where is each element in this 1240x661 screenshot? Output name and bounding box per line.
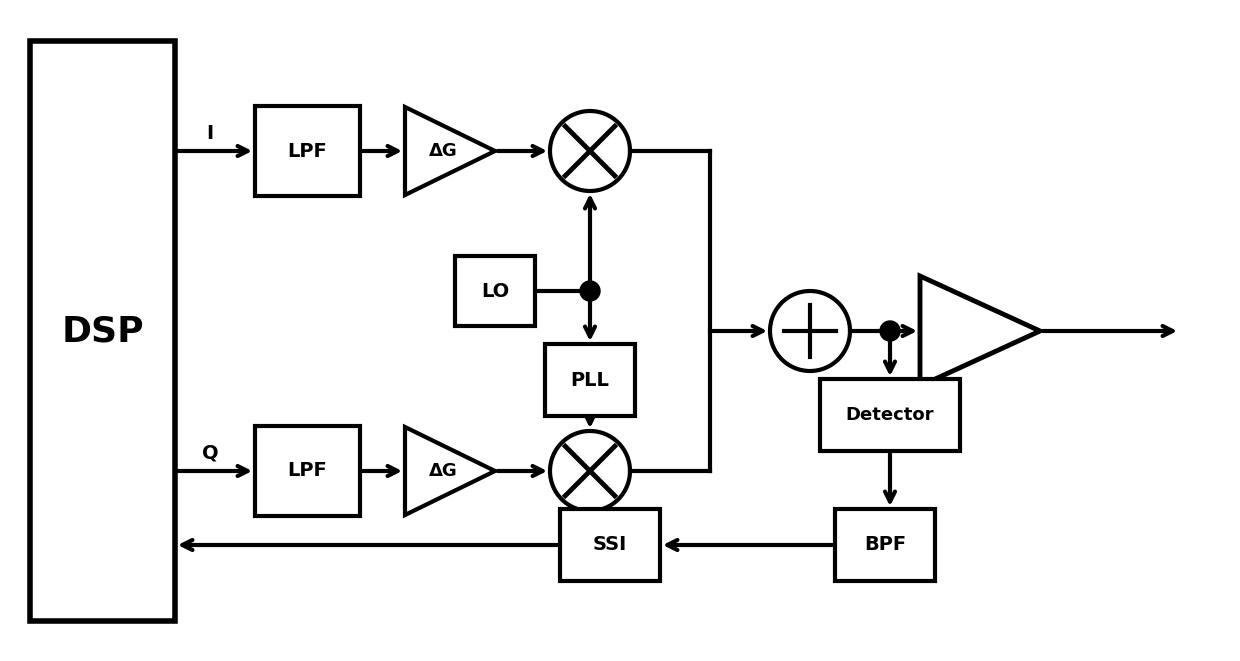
FancyBboxPatch shape xyxy=(255,106,360,196)
FancyBboxPatch shape xyxy=(30,41,175,621)
Text: SSI: SSI xyxy=(593,535,627,555)
Text: LPF: LPF xyxy=(288,461,327,481)
Text: PLL: PLL xyxy=(570,371,609,389)
FancyBboxPatch shape xyxy=(546,344,635,416)
Text: LPF: LPF xyxy=(288,141,327,161)
Text: Q: Q xyxy=(202,444,218,463)
FancyBboxPatch shape xyxy=(560,509,660,581)
Circle shape xyxy=(880,321,900,341)
FancyBboxPatch shape xyxy=(835,509,935,581)
Text: LO: LO xyxy=(481,282,510,301)
Text: I: I xyxy=(206,124,213,143)
FancyBboxPatch shape xyxy=(455,256,534,326)
Text: BPF: BPF xyxy=(864,535,906,555)
FancyBboxPatch shape xyxy=(255,426,360,516)
Text: DSP: DSP xyxy=(61,314,144,348)
Circle shape xyxy=(580,281,600,301)
Text: ΔG: ΔG xyxy=(429,142,458,160)
Text: Detector: Detector xyxy=(846,406,934,424)
FancyBboxPatch shape xyxy=(820,379,960,451)
Text: ΔG: ΔG xyxy=(429,462,458,480)
